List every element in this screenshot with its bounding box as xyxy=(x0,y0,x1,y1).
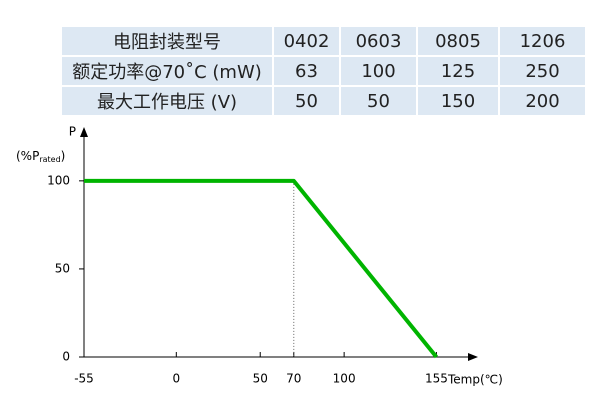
x-label: Temp(℃) xyxy=(447,373,503,387)
table-cell: 100 xyxy=(339,55,418,87)
x-tick-label: -55 xyxy=(74,372,94,386)
table-row: 额定功率@70˚C (mW) 63 100 125 250 xyxy=(60,55,587,87)
y-tick-label: 0 xyxy=(62,350,70,364)
y-arrow xyxy=(80,127,88,137)
y-tick-label: 50 xyxy=(55,261,70,275)
table-cell: 63 xyxy=(272,55,341,87)
y-tick-label: 100 xyxy=(47,173,70,187)
x-tick-label: 155 xyxy=(425,372,448,386)
table-cell: 125 xyxy=(416,55,500,87)
table-cell: 1206 xyxy=(498,25,587,57)
table-row: 电阻封装型号 0402 0603 0805 1206 xyxy=(60,25,587,57)
table-cell: 0603 xyxy=(339,25,418,57)
table-cell: 150 xyxy=(416,85,500,117)
table-cell: 电阻封装型号 xyxy=(60,25,274,57)
table-cell: 200 xyxy=(498,85,587,117)
table-cell: 最大工作电压 (V) xyxy=(60,85,274,117)
y-label: P xyxy=(69,125,76,139)
table-cell: 250 xyxy=(498,55,587,87)
table-cell: 0805 xyxy=(416,25,500,57)
y-unit-a: (%P xyxy=(16,149,39,163)
table-cell: 0402 xyxy=(272,25,341,57)
y-unit-sub: rated xyxy=(39,155,60,164)
x-tick-label: 0 xyxy=(172,372,180,386)
table-cell: 50 xyxy=(272,85,341,117)
x-tick-label: 70 xyxy=(286,372,301,386)
x-arrow xyxy=(468,353,478,361)
x-tick-label: 100 xyxy=(333,372,356,386)
derating-line xyxy=(84,178,438,359)
table-cell: 额定功率@70˚C (mW) xyxy=(60,55,274,87)
table-cell: 50 xyxy=(339,85,418,117)
y-unit: (%Prated) xyxy=(16,149,65,164)
x-tick-label: 50 xyxy=(253,372,268,386)
y-unit-b: ) xyxy=(61,149,66,163)
table-row: 最大工作电压 (V) 50 50 150 200 xyxy=(60,85,587,117)
spec-table: 电阻封装型号 0402 0603 0805 1206 额定功率@70˚C (mW) 63 10… xyxy=(60,25,587,117)
table-body: 电阻封装型号 0402 0603 0805 1206 额定功率@70˚C (mW) 63 10… xyxy=(60,25,587,117)
